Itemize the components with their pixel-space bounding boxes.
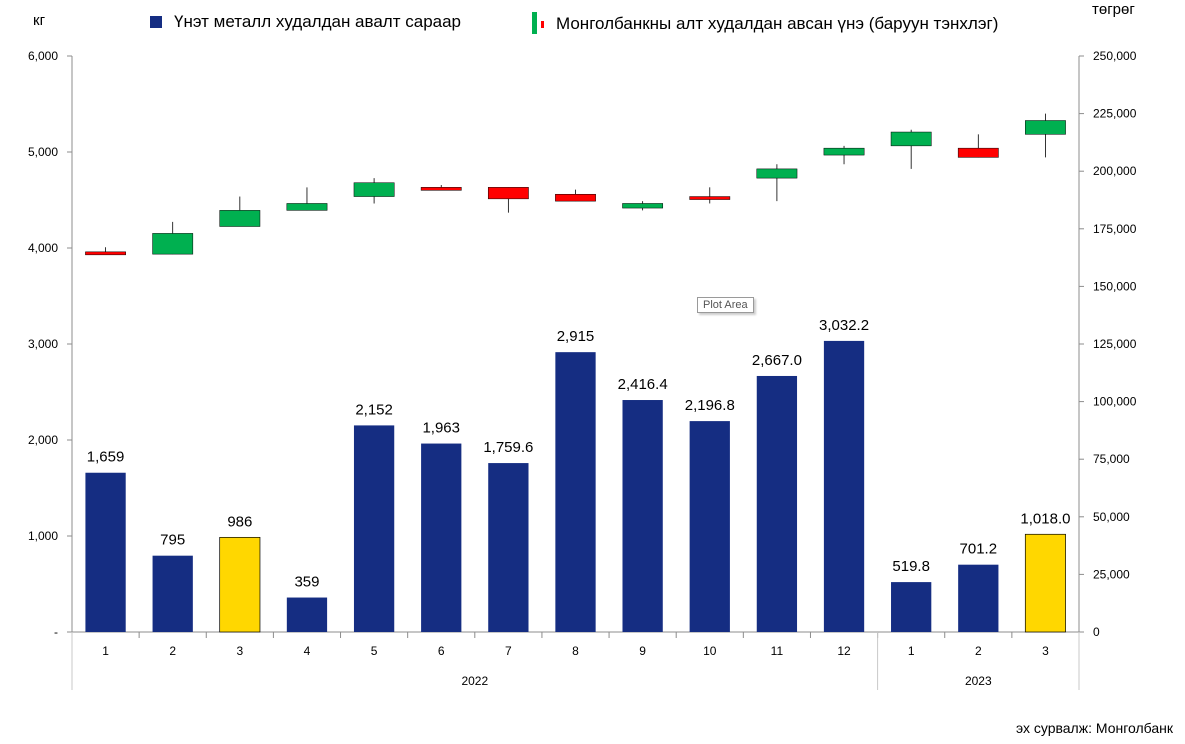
- bar: [488, 463, 529, 632]
- legend-candle-label: Монголбанкны алт худалдан авсан үнэ (бар…: [556, 14, 999, 33]
- candle-body: [555, 193, 596, 202]
- candle-body: [152, 233, 194, 255]
- candle-body: [957, 147, 999, 158]
- bar: [421, 443, 462, 632]
- candle-body: [286, 203, 328, 211]
- candle-body: [353, 182, 395, 197]
- month-label: 4: [304, 644, 311, 658]
- bar-data-label: 3,032.2: [819, 317, 869, 334]
- bar-data-label: 1,759.6: [483, 439, 533, 456]
- legend-candle-swatch: [530, 12, 544, 36]
- right-tick-label: 175,000: [1093, 222, 1137, 236]
- right-tick-label: 75,000: [1093, 452, 1130, 466]
- candle-body: [689, 196, 731, 200]
- bar: [286, 597, 328, 632]
- bar: [958, 564, 999, 632]
- candle-body: [823, 147, 865, 156]
- month-label: 8: [572, 644, 579, 658]
- month-label: 3: [1042, 644, 1049, 658]
- bar-data-label: 1,659: [87, 449, 125, 466]
- bar-data-label: 1,018.0: [1020, 510, 1070, 527]
- plot-area-tooltip: Plot Area: [697, 297, 754, 313]
- month-label: 12: [837, 644, 851, 658]
- legend-candles: Монголбанкны алт худалдан авсан үнэ (бар…: [530, 12, 998, 36]
- bar-data-label: 2,152: [355, 401, 393, 418]
- right-tick-label: 150,000: [1093, 279, 1137, 293]
- bar: [689, 421, 730, 632]
- bar-data-label: 986: [227, 513, 252, 530]
- right-tick-label: 25,000: [1093, 567, 1130, 581]
- bar: [152, 555, 193, 632]
- year-label: 2023: [965, 674, 992, 688]
- left-tick-label: 1,000: [28, 529, 58, 543]
- legend-bar-label: Үнэт металл худалдан авалт сараар: [174, 12, 462, 31]
- month-label: 5: [371, 644, 378, 658]
- bar: [891, 582, 932, 632]
- bar-data-label: 795: [160, 532, 185, 549]
- bar-data-label: 2,667.0: [752, 352, 802, 369]
- left-tick-label: 4,000: [28, 241, 58, 255]
- bar-data-label: 2,416.4: [618, 376, 668, 393]
- bar: [756, 375, 798, 632]
- candle-body: [487, 187, 529, 200]
- legend-bars: Үнэт металл худалдан авалт сараар: [150, 12, 461, 32]
- bar: [85, 472, 126, 632]
- month-label: 2: [975, 644, 982, 658]
- month-label: 3: [236, 644, 243, 658]
- candle-body: [622, 203, 664, 209]
- bar-data-label: 2,196.8: [685, 397, 735, 414]
- left-tick-label: 3,000: [28, 337, 58, 351]
- bar-data-label: 359: [294, 574, 319, 591]
- right-tick-label: 225,000: [1093, 107, 1137, 121]
- month-label: 11: [771, 644, 784, 658]
- bar-data-label: 519.8: [892, 558, 930, 575]
- legend-bar-swatch: [150, 16, 162, 28]
- right-axis-unit: төгрөг: [1092, 1, 1135, 18]
- left-tick-label: 6,000: [28, 49, 58, 63]
- month-label: 1: [102, 644, 109, 658]
- right-tick-label: 100,000: [1093, 395, 1137, 409]
- candle-body: [85, 251, 126, 256]
- candle-body: [219, 210, 261, 227]
- month-label: 1: [908, 644, 915, 658]
- month-label: 10: [703, 644, 717, 658]
- candle-body: [756, 168, 798, 179]
- right-tick-label: 50,000: [1093, 510, 1130, 524]
- left-axis-unit: кг: [33, 12, 46, 29]
- bar-data-label: 2,915: [557, 328, 595, 345]
- bar: [823, 340, 865, 632]
- month-label: 6: [438, 644, 445, 658]
- bar: [555, 352, 596, 632]
- left-tick-label: 2,000: [28, 433, 58, 447]
- left-tick-label: -: [54, 625, 58, 639]
- candle-body: [890, 131, 932, 147]
- candle-body: [420, 187, 462, 191]
- bar-data-label: 701.2: [960, 541, 998, 558]
- bar: [219, 536, 261, 633]
- bar: [622, 400, 663, 632]
- bar: [353, 425, 395, 632]
- month-label: 7: [505, 644, 512, 658]
- source-note: эх сурвалж: Монголбанк: [1015, 720, 1173, 736]
- left-tick-label: 5,000: [28, 145, 58, 159]
- bar: [1024, 533, 1066, 633]
- bar-data-label: 1,963: [422, 420, 460, 437]
- month-label: 2: [169, 644, 176, 658]
- right-tick-label: 125,000: [1093, 337, 1137, 351]
- right-tick-label: 250,000: [1093, 49, 1137, 63]
- right-tick-label: 0: [1093, 625, 1100, 639]
- year-label: 2022: [461, 674, 488, 688]
- month-label: 9: [639, 644, 646, 658]
- candle-body: [1025, 120, 1066, 135]
- right-tick-label: 200,000: [1093, 164, 1137, 178]
